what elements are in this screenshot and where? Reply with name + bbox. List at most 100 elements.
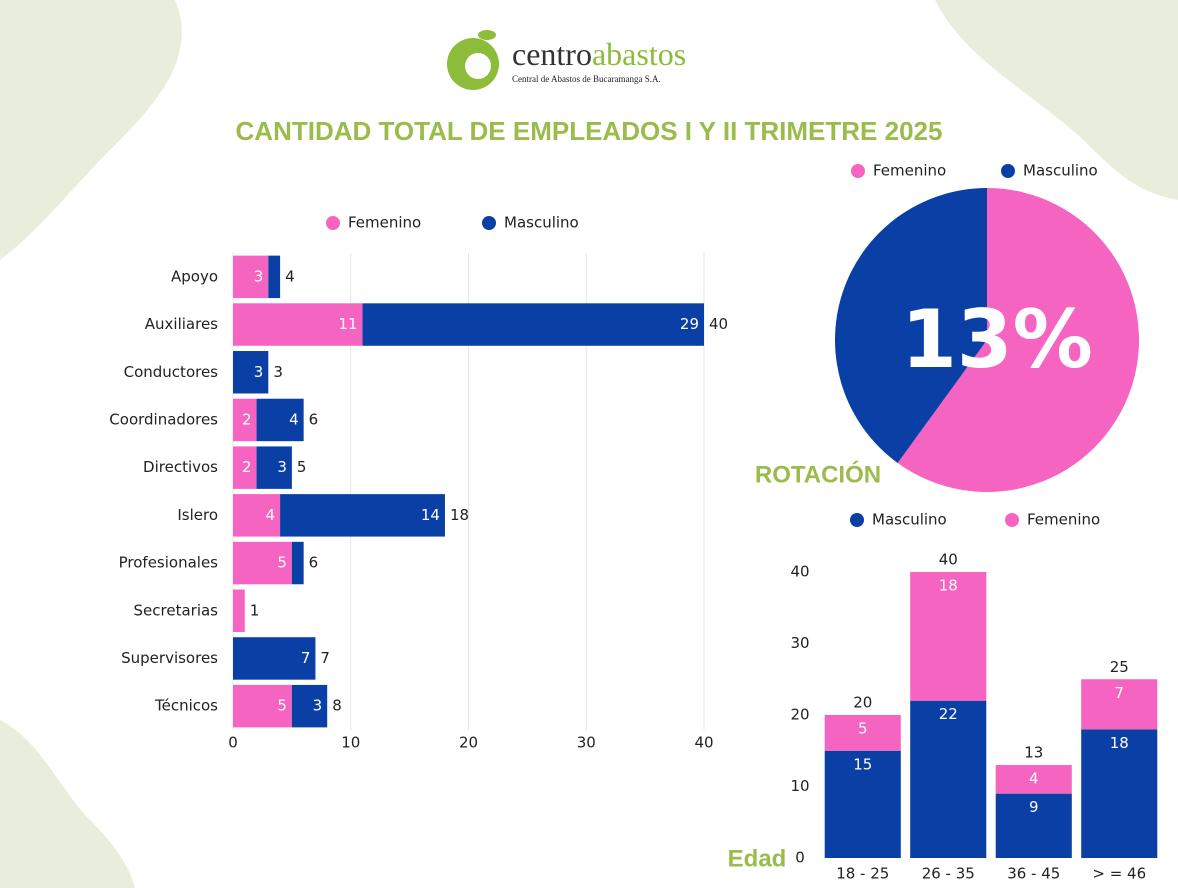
data-label: 3	[254, 363, 264, 381]
bar-segment	[910, 572, 987, 701]
legend-marker	[851, 164, 865, 178]
logo-part: centro	[512, 36, 592, 72]
y-tick-label: 40	[790, 563, 809, 581]
decor-blob	[935, 0, 1178, 200]
legend-marker	[482, 216, 496, 230]
bar-segment	[233, 541, 292, 585]
data-label: 3	[277, 458, 287, 476]
y-tick-label: Auxiliares	[145, 315, 218, 333]
total-label: 40	[939, 551, 958, 569]
total-label: 6	[309, 554, 319, 572]
decor-blob	[0, 720, 135, 888]
x-tick-label: 40	[694, 734, 713, 752]
data-label: 18	[939, 577, 958, 595]
total-label: 8	[332, 697, 342, 715]
logo-icon	[465, 53, 491, 79]
legend-label: Femenino	[1027, 511, 1100, 529]
x-tick-label: 0	[228, 734, 238, 752]
data-label: 7	[1114, 684, 1124, 702]
data-label: 4	[1029, 770, 1039, 788]
y-tick-label: Islero	[177, 506, 218, 524]
legend-label: Femenino	[873, 162, 946, 180]
total-label: 13	[1024, 744, 1043, 762]
bar-segment	[233, 303, 363, 346]
legend-marker	[1001, 164, 1015, 178]
main-title: CANTIDAD TOTAL DE EMPLEADOS I Y II TRIME…	[236, 116, 943, 146]
total-label: 1	[250, 601, 260, 619]
pie-slice	[897, 188, 1140, 493]
bar-segment	[233, 684, 292, 728]
bar-segment	[233, 637, 316, 680]
y-tick-label: Coordinadores	[109, 410, 218, 428]
legend-label: Masculino	[1023, 162, 1098, 180]
y-tick-label: Secretarias	[134, 601, 219, 619]
data-label: 4	[289, 410, 299, 428]
legend-marker	[326, 216, 340, 230]
bar-segment	[291, 684, 328, 728]
y-tick-label: Profesionales	[119, 554, 219, 572]
x-tick-label: 20	[459, 734, 478, 752]
logo-text: centroabastos	[512, 36, 686, 72]
pie-annotation: 13%	[901, 293, 1092, 386]
data-label: 9	[1029, 798, 1039, 816]
data-label: 15	[853, 755, 872, 773]
bar-segment	[233, 351, 269, 394]
pie-slice	[835, 188, 987, 463]
total-label: 40	[709, 315, 728, 333]
data-label: 5	[858, 720, 868, 738]
bar-segment	[233, 446, 257, 489]
x-axis-label: Edad	[728, 845, 787, 872]
decor-blob	[0, 0, 182, 260]
data-label: 4	[266, 506, 276, 524]
y-tick-label: Directivos	[143, 458, 218, 476]
total-label: 20	[853, 694, 872, 712]
chart-title: ROTACIÓN	[755, 460, 881, 488]
data-label: 2	[242, 458, 252, 476]
logo-tagline: Central de Abastos de Bucaramanga S.A.	[512, 74, 661, 84]
total-label: 6	[309, 410, 319, 428]
logo: centroabastos Central de Abastos de Buca…	[447, 30, 686, 90]
bar-segment	[995, 765, 1072, 794]
data-label: 5	[277, 554, 287, 572]
bar-segment	[910, 700, 987, 858]
data-label: 3	[313, 697, 323, 715]
logo-leaf	[478, 30, 496, 40]
legend-label: Femenino	[348, 214, 421, 232]
legend-label: Masculino	[872, 511, 947, 529]
legend-label: Masculino	[504, 214, 579, 232]
bar-segment	[1081, 679, 1158, 730]
y-tick-label: 20	[790, 706, 809, 724]
y-tick-label: 30	[790, 634, 809, 652]
y-tick-label: Apoyo	[171, 267, 218, 285]
x-tick-label: > = 46	[1092, 865, 1146, 883]
data-label: 11	[338, 315, 357, 333]
data-label: 3	[254, 267, 264, 285]
y-tick-label: 0	[795, 849, 805, 867]
bar-segment	[233, 589, 245, 632]
bar-segment	[233, 398, 257, 442]
bar-segment	[233, 494, 281, 537]
total-label: 5	[297, 458, 307, 476]
x-tick-label: 30	[577, 734, 596, 752]
x-tick-label: 36 - 45	[1007, 865, 1060, 883]
legend-marker	[1005, 513, 1019, 527]
bar-segment	[824, 750, 901, 858]
legend-marker	[850, 513, 864, 527]
x-tick-label: 26 - 35	[922, 865, 975, 883]
bar-segment	[280, 494, 445, 537]
total-label: 3	[273, 363, 283, 381]
data-label: 5	[277, 697, 287, 715]
bar-segment	[256, 446, 292, 489]
bar-segment	[824, 715, 901, 751]
bar-segment	[256, 398, 304, 442]
total-label: 7	[320, 649, 330, 667]
bar-segment	[233, 255, 269, 299]
logo-part: abastos	[592, 36, 686, 72]
data-label: 29	[680, 315, 699, 333]
total-label: 4	[285, 267, 295, 285]
bar-segment	[268, 255, 281, 299]
x-tick-label: 10	[341, 734, 360, 752]
total-label: 25	[1110, 658, 1129, 676]
total-label: 18	[450, 506, 469, 524]
